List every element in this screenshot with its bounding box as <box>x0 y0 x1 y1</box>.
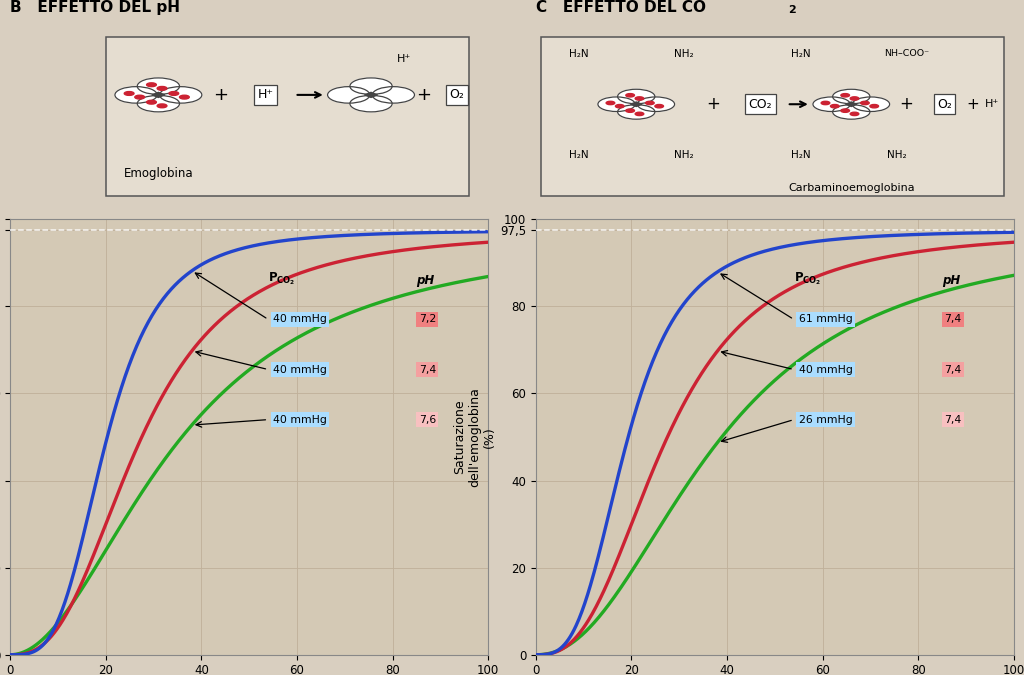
Circle shape <box>655 105 664 108</box>
Text: Emoglobina: Emoglobina <box>124 167 194 180</box>
Circle shape <box>617 89 655 104</box>
Text: B   EFFETTO DEL pH: B EFFETTO DEL pH <box>10 0 180 15</box>
Circle shape <box>115 86 157 103</box>
Circle shape <box>606 101 614 105</box>
Circle shape <box>635 97 644 100</box>
Circle shape <box>137 78 179 94</box>
Circle shape <box>157 86 167 90</box>
Circle shape <box>137 95 179 112</box>
Circle shape <box>841 109 850 112</box>
Circle shape <box>617 105 655 119</box>
Circle shape <box>813 97 850 111</box>
Text: 7,4: 7,4 <box>944 315 962 325</box>
Circle shape <box>169 92 178 95</box>
Y-axis label: Saturazione
dell'emoglobina
(%): Saturazione dell'emoglobina (%) <box>453 387 496 487</box>
Text: NH₂: NH₂ <box>674 49 694 59</box>
Text: pH: pH <box>417 274 434 287</box>
Text: 7,4: 7,4 <box>419 364 436 375</box>
Text: 7,4: 7,4 <box>944 364 962 375</box>
Circle shape <box>870 105 879 108</box>
Text: 7,4: 7,4 <box>944 414 962 425</box>
Text: +: + <box>706 95 720 113</box>
Text: NH₂: NH₂ <box>674 150 694 159</box>
Text: P$_{\mathregular{CO_2}}$: P$_{\mathregular{CO_2}}$ <box>268 270 296 287</box>
Circle shape <box>841 94 850 97</box>
Text: H₂N: H₂N <box>569 49 589 59</box>
Text: O₂: O₂ <box>450 88 465 101</box>
Text: 40 mmHg: 40 mmHg <box>273 315 327 325</box>
Circle shape <box>626 109 635 112</box>
Text: 7,6: 7,6 <box>419 414 436 425</box>
Text: 7,2: 7,2 <box>419 315 436 325</box>
Circle shape <box>350 95 392 112</box>
Circle shape <box>124 92 134 95</box>
Circle shape <box>135 95 144 99</box>
Circle shape <box>373 86 415 103</box>
Circle shape <box>645 101 654 105</box>
Text: C   EFFETTO DEL CO: C EFFETTO DEL CO <box>536 0 706 15</box>
Text: pH: pH <box>942 274 961 287</box>
FancyBboxPatch shape <box>541 37 1005 196</box>
Circle shape <box>146 101 157 104</box>
Text: 40 mmHg: 40 mmHg <box>273 414 327 425</box>
Text: H₂N: H₂N <box>792 150 811 159</box>
Text: NH–COO⁻: NH–COO⁻ <box>884 49 929 58</box>
Text: H⁺: H⁺ <box>258 88 273 101</box>
Text: H₂N: H₂N <box>569 150 589 159</box>
Circle shape <box>626 94 635 97</box>
Circle shape <box>179 95 189 99</box>
Text: 40 mmHg: 40 mmHg <box>273 364 327 375</box>
Circle shape <box>821 101 829 105</box>
Text: 26 mmHg: 26 mmHg <box>799 414 852 425</box>
FancyBboxPatch shape <box>105 37 469 196</box>
Text: P$_{\mathregular{CO_2}}$: P$_{\mathregular{CO_2}}$ <box>794 270 821 287</box>
Polygon shape <box>846 102 857 107</box>
Circle shape <box>833 89 870 104</box>
Circle shape <box>637 97 675 111</box>
Text: +: + <box>967 97 980 112</box>
Circle shape <box>157 104 167 108</box>
Circle shape <box>830 105 839 108</box>
Circle shape <box>850 112 859 115</box>
Polygon shape <box>152 92 165 97</box>
Text: +: + <box>899 95 913 113</box>
Circle shape <box>833 105 870 119</box>
Circle shape <box>850 97 859 100</box>
Text: NH₂: NH₂ <box>887 150 906 159</box>
Circle shape <box>160 86 202 103</box>
Circle shape <box>615 105 624 108</box>
Circle shape <box>860 101 869 105</box>
Text: Carbaminoemoglobina: Carbaminoemoglobina <box>788 183 914 193</box>
Circle shape <box>852 97 890 111</box>
Circle shape <box>635 112 644 115</box>
Text: H⁺: H⁺ <box>985 99 999 109</box>
Text: 2: 2 <box>787 5 796 15</box>
Text: H₂N: H₂N <box>792 49 811 59</box>
Text: +: + <box>213 86 228 104</box>
Text: 40 mmHg: 40 mmHg <box>799 364 853 375</box>
Text: H⁺: H⁺ <box>397 55 412 64</box>
Text: CO₂: CO₂ <box>749 98 772 111</box>
Text: O₂: O₂ <box>937 98 952 111</box>
Text: 61 mmHg: 61 mmHg <box>799 315 852 325</box>
Circle shape <box>146 83 157 86</box>
Circle shape <box>350 78 392 94</box>
Circle shape <box>328 86 370 103</box>
Text: +: + <box>416 86 431 104</box>
Circle shape <box>598 97 635 111</box>
Polygon shape <box>365 92 378 97</box>
Polygon shape <box>631 102 642 107</box>
